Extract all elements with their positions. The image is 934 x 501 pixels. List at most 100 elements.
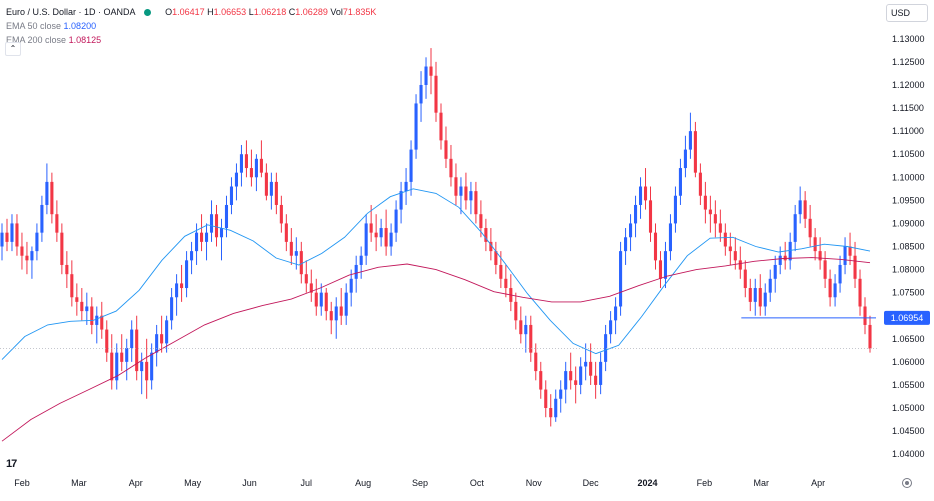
candle [389,223,393,256]
candle [853,241,857,289]
candle [354,255,358,293]
open-label: O [165,7,173,17]
candle-body [539,371,543,390]
candle [409,140,413,196]
candle [65,251,69,289]
time-axis[interactable]: Feb Mar Apr May Jun Jul Aug Sep Oct Nov Dec 2024 Feb… [14,478,825,488]
candle [394,200,398,242]
candle-body [269,181,273,196]
candle-body [120,352,124,362]
candle-body [204,232,209,242]
candle [464,172,468,210]
candle [783,241,787,270]
candle [155,324,159,367]
candle [509,274,513,312]
candle [339,288,343,325]
candle [95,306,99,344]
candle [793,204,797,252]
candle [359,246,363,279]
candle-body [319,292,323,307]
candle-body [214,214,219,238]
candle [469,181,473,215]
candle-body [444,140,448,159]
chart-legend: Euro / U.S. Dollar · 1D · OANDA O1.06417… [6,5,376,47]
high-label: H [207,7,214,17]
candle [185,251,189,298]
candle-body [459,186,463,196]
candle-body [624,237,628,252]
candle-body [424,66,428,85]
candle-body [753,288,757,302]
symbol-title[interactable]: Euro / U.S. Dollar · 1D · OANDA [6,7,136,17]
candle-body [793,214,797,242]
candle [624,228,628,265]
candle-body [165,320,169,344]
candle [554,389,558,422]
candle-body [105,329,109,353]
candle-body [738,260,742,270]
candle [329,301,333,335]
candle-body [758,288,762,307]
candle-body [519,320,523,335]
candle [688,112,692,159]
candle-body [564,371,568,390]
price-axis[interactable]: 1.13000 1.12500 1.12000 1.11500 1.11000 1.105… [892,34,925,459]
candle [55,200,59,242]
candle [115,343,119,390]
candle [459,177,463,215]
candle [753,278,757,316]
x-tick-label: Apr [129,478,143,488]
y-tick-label: 1.06500 [892,334,925,344]
chevron-up-icon[interactable]: ⌃ [5,42,21,56]
candle-body [688,131,692,150]
x-tick-label: Aug [355,478,371,488]
candle-body [195,232,199,252]
y-tick-label: 1.10500 [892,149,925,159]
candle-body [599,361,603,385]
candle-body [239,154,243,173]
candle-body [778,255,782,265]
candle-body [55,214,59,233]
y-tick-label: 1.10000 [892,172,925,182]
candle [564,361,568,404]
candle [80,288,84,321]
candle-body [828,278,832,298]
candle-body [614,306,618,321]
ema50-row[interactable]: EMA 50 close 1.08200 [6,19,376,33]
candle-body [0,232,4,247]
candle [808,204,812,247]
candle-body [324,292,328,312]
candle [384,209,388,256]
candle [673,186,677,233]
currency-selector[interactable]: USD [886,4,928,22]
candle [788,232,792,270]
tradingview-logo[interactable]: 17 [6,458,17,470]
high-value: 1.06653 [213,7,247,17]
candle-body [115,352,119,381]
candle-body [344,292,348,316]
candle [683,135,687,178]
candle [549,394,553,427]
settings-icon[interactable] [902,478,912,488]
candle-body [479,214,483,229]
candle [15,214,19,256]
y-tick-label: 1.07500 [892,288,925,298]
y-tick-label: 1.05000 [892,403,925,413]
candle [619,241,623,316]
candle-body [429,66,433,76]
ema200-row[interactable]: EMA 200 close 1.08125 [6,33,376,47]
candle [693,121,697,178]
ema50-label: EMA 50 close [6,21,62,31]
market-status-icon [143,9,151,16]
candle-body [698,172,702,196]
candle [574,366,578,404]
candle [449,144,453,187]
vol-value: 71.835K [342,7,377,17]
candle [374,214,378,252]
candle [244,140,248,178]
ema200-line [1,257,871,442]
candle [629,214,633,252]
candle-body [464,186,468,201]
